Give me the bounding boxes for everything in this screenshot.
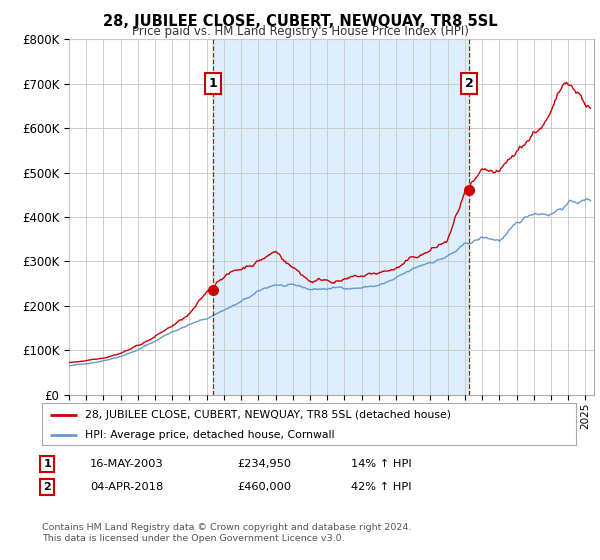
- Bar: [213, 39, 469, 395]
- Text: £234,950: £234,950: [237, 459, 291, 469]
- Text: 2: 2: [465, 77, 473, 90]
- Text: 1: 1: [209, 77, 217, 90]
- Text: 16-MAY-2003: 16-MAY-2003: [90, 459, 164, 469]
- Text: Contains HM Land Registry data © Crown copyright and database right 2024.: Contains HM Land Registry data © Crown c…: [42, 523, 412, 532]
- Text: 42% ↑ HPI: 42% ↑ HPI: [351, 482, 412, 492]
- Text: 28, JUBILEE CLOSE, CUBERT, NEWQUAY, TR8 5SL (detached house): 28, JUBILEE CLOSE, CUBERT, NEWQUAY, TR8 …: [85, 410, 451, 420]
- Text: £460,000: £460,000: [237, 482, 291, 492]
- Text: Price paid vs. HM Land Registry's House Price Index (HPI): Price paid vs. HM Land Registry's House …: [131, 25, 469, 38]
- Text: This data is licensed under the Open Government Licence v3.0.: This data is licensed under the Open Gov…: [42, 534, 344, 543]
- Text: 2: 2: [44, 482, 51, 492]
- Text: 04-APR-2018: 04-APR-2018: [90, 482, 163, 492]
- Text: 28, JUBILEE CLOSE, CUBERT, NEWQUAY, TR8 5SL: 28, JUBILEE CLOSE, CUBERT, NEWQUAY, TR8 …: [103, 14, 497, 29]
- Text: HPI: Average price, detached house, Cornwall: HPI: Average price, detached house, Corn…: [85, 430, 334, 440]
- Text: 1: 1: [44, 459, 51, 469]
- Text: 14% ↑ HPI: 14% ↑ HPI: [351, 459, 412, 469]
